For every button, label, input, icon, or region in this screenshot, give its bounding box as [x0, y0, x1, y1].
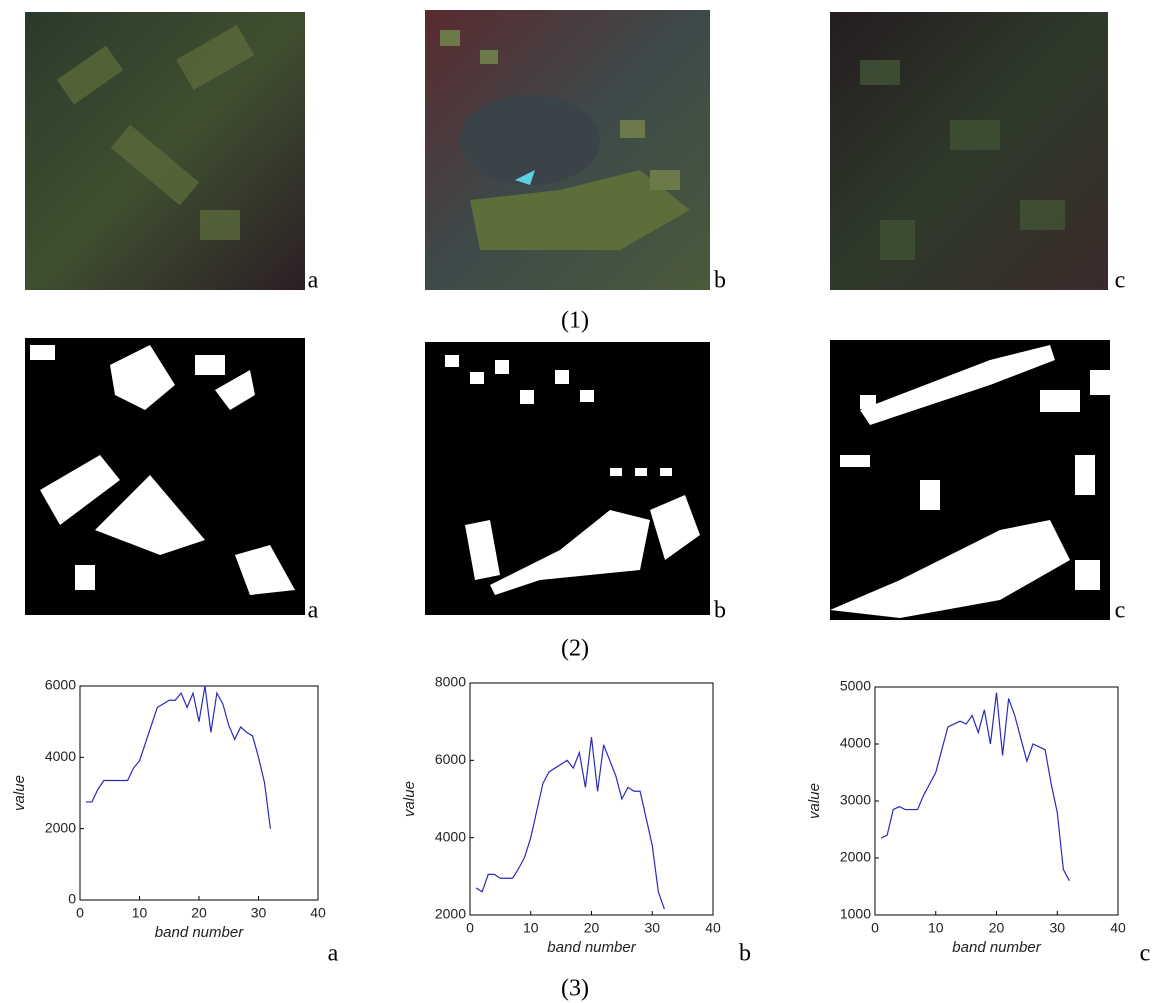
- y-tick-label: 5000: [840, 678, 871, 694]
- data-line: [476, 737, 664, 909]
- panel-letter: b: [714, 268, 726, 294]
- x-tick-label: 40: [705, 920, 721, 936]
- row-label: (3): [561, 976, 589, 1002]
- x-tick-label: 20: [989, 920, 1005, 936]
- x-axis-label: band number: [547, 939, 636, 956]
- x-tick-label: 20: [191, 905, 207, 921]
- panel-letter: b: [714, 598, 726, 624]
- panel-letter: a: [328, 941, 339, 967]
- plot-frame: [875, 687, 1118, 915]
- y-tick-label: 8000: [435, 674, 466, 690]
- x-tick-label: 10: [928, 920, 944, 936]
- panel-letter: b: [739, 941, 751, 967]
- y-tick-label: 6000: [45, 677, 76, 693]
- y-tick-label: 0: [68, 891, 76, 907]
- x-axis-label: band number: [952, 939, 1041, 956]
- y-axis-label: value: [401, 781, 418, 817]
- y-tick-label: 4000: [45, 748, 76, 764]
- mask-image-a: [25, 338, 305, 615]
- y-tick-label: 6000: [435, 751, 466, 767]
- x-tick-label: 30: [251, 905, 267, 921]
- aerial-image-a: [25, 12, 305, 290]
- panel-letter: c: [1140, 941, 1151, 967]
- data-line: [881, 693, 1069, 881]
- y-axis-label: value: [11, 775, 28, 811]
- x-tick-label: 0: [466, 920, 474, 936]
- x-tick-label: 30: [644, 920, 660, 936]
- mask-image-c: [830, 340, 1110, 620]
- row-label: (2): [561, 636, 589, 662]
- x-tick-label: 30: [1049, 920, 1065, 936]
- y-tick-label: 3000: [840, 792, 871, 808]
- aerial-image-b: [425, 10, 710, 290]
- x-axis-label: band number: [155, 924, 244, 941]
- x-tick-label: 0: [871, 920, 879, 936]
- y-tick-label: 4000: [840, 735, 871, 751]
- x-tick-label: 40: [1110, 920, 1126, 936]
- row-label: (1): [561, 308, 589, 334]
- aerial-image-c: [830, 12, 1108, 290]
- panel-letter: c: [1115, 268, 1126, 294]
- panel-letter: a: [308, 268, 319, 294]
- y-tick-label: 1000: [840, 906, 871, 922]
- x-tick-label: 40: [310, 905, 326, 921]
- y-axis-label: value: [806, 783, 823, 819]
- y-tick-label: 2000: [45, 819, 76, 835]
- x-tick-label: 10: [523, 920, 539, 936]
- figure: (1)abc(2)abc(3)abc0200040006000010203040…: [0, 0, 1154, 1003]
- y-tick-label: 2000: [435, 906, 466, 922]
- y-tick-label: 4000: [435, 828, 466, 844]
- mask-image-b: [425, 342, 710, 615]
- x-tick-label: 10: [132, 905, 148, 921]
- y-tick-label: 2000: [840, 849, 871, 865]
- panel-letter: c: [1115, 598, 1126, 624]
- plot-frame: [470, 683, 713, 915]
- x-tick-label: 0: [76, 905, 84, 921]
- panel-letter: a: [308, 598, 319, 624]
- data-line: [86, 686, 270, 829]
- x-tick-label: 20: [584, 920, 600, 936]
